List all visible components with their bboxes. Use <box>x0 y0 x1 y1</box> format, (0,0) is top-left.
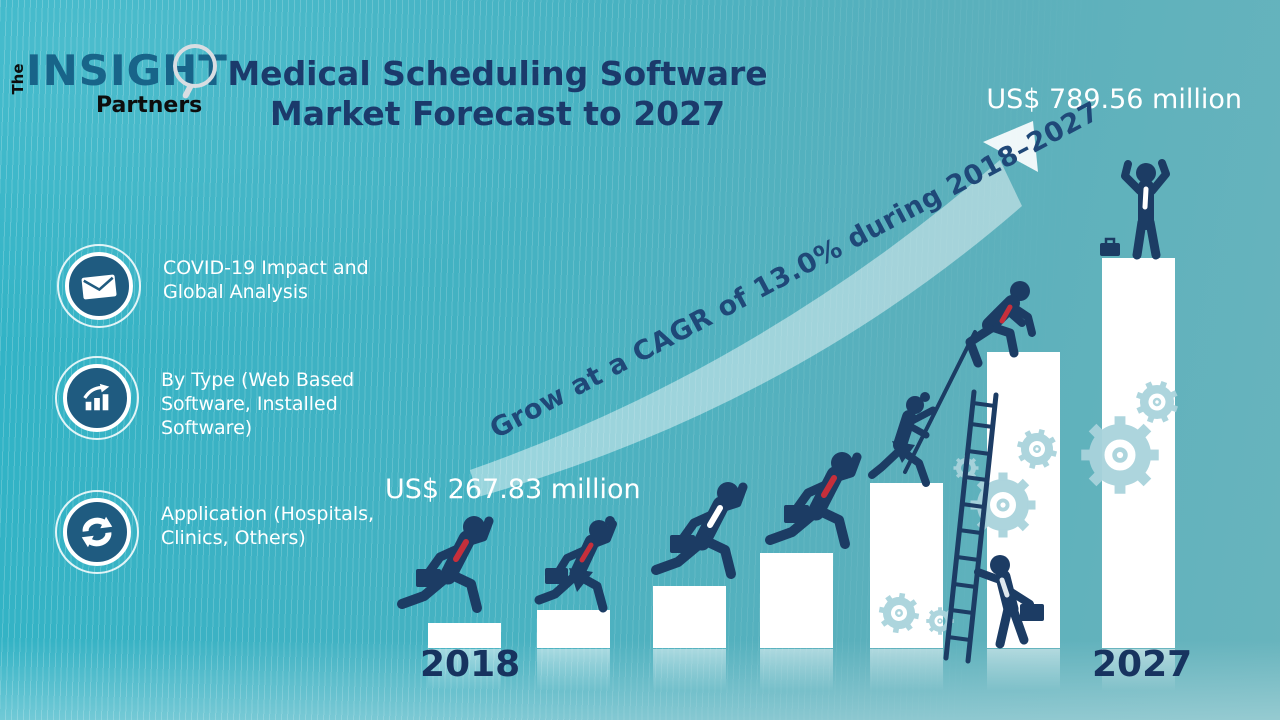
growth-chart-icon <box>63 364 131 432</box>
businesswoman-runner <box>539 516 615 608</box>
start-value-label: US$ 267.83 million <box>385 474 641 505</box>
climbing-businessman <box>970 281 1032 363</box>
sync-arrows-icon <box>63 498 131 566</box>
feature-covid: COVID-19 Impact and Global Analysis <box>57 244 398 328</box>
bar-reflection <box>1102 649 1175 691</box>
feature-by-type: By Type (Web Based Software, Installed S… <box>55 356 373 440</box>
feature-by-type-ring <box>55 356 139 440</box>
businessman-runner-3 <box>770 452 857 544</box>
market-step-bar <box>428 623 501 648</box>
businessman-runner-1 <box>402 516 489 608</box>
magnifier-icon <box>173 44 217 88</box>
end-year-label: 2027 <box>1092 644 1193 685</box>
feature-covid-label: COVID-19 Impact and Global Analysis <box>163 257 369 303</box>
bar-reflection <box>537 649 610 691</box>
bar-reflection <box>987 649 1060 691</box>
logo-partners: Partners <box>96 93 203 118</box>
market-step-bar <box>760 553 833 648</box>
market-step-bar <box>653 586 726 648</box>
businesswoman-with-pole <box>872 392 933 483</box>
bar-reflection <box>760 649 833 691</box>
ladder <box>943 389 999 664</box>
bar-reflection <box>653 649 726 691</box>
feature-application-ring <box>55 490 139 574</box>
ascending-step-bars <box>428 258 1175 691</box>
title-line-1: Medical Scheduling Software <box>227 54 768 93</box>
market-step-bar <box>537 610 610 648</box>
feature-by-type-label: By Type (Web Based Software, Installed S… <box>161 369 355 439</box>
start-year-label: 2018 <box>420 644 521 685</box>
celebrating-businessman <box>1125 163 1166 255</box>
feature-application-label: Application (Hospitals, Clinics, Others) <box>161 503 375 549</box>
feature-covid-ring <box>57 244 141 328</box>
briefcase <box>1100 237 1120 256</box>
floor-reflection <box>0 640 1280 720</box>
logo-the: The <box>9 63 27 95</box>
page-title: Medical Scheduling Software Market Forec… <box>205 54 790 134</box>
bar-reflection <box>428 649 501 691</box>
title-line-2: Market Forecast to 2027 <box>269 94 726 133</box>
bar-reflection <box>870 649 943 691</box>
end-value-label: US$ 789.56 million <box>986 84 1242 115</box>
envelope-icon <box>65 252 133 320</box>
feature-application: Application (Hospitals, Clinics, Others) <box>55 490 429 574</box>
businessman-runner-2 <box>656 482 743 574</box>
growth-arrow <box>470 121 1038 497</box>
climbing-pole <box>903 330 977 474</box>
